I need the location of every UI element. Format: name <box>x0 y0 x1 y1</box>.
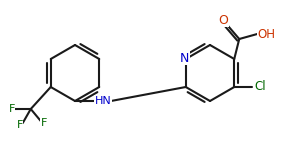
Text: Cl: Cl <box>254 80 266 93</box>
Text: O: O <box>218 13 228 27</box>
Text: F: F <box>40 118 47 128</box>
Text: HN: HN <box>94 96 111 106</box>
Text: F: F <box>9 104 15 114</box>
Text: N: N <box>180 51 189 64</box>
Text: OH: OH <box>257 27 275 40</box>
Text: F: F <box>16 120 23 130</box>
